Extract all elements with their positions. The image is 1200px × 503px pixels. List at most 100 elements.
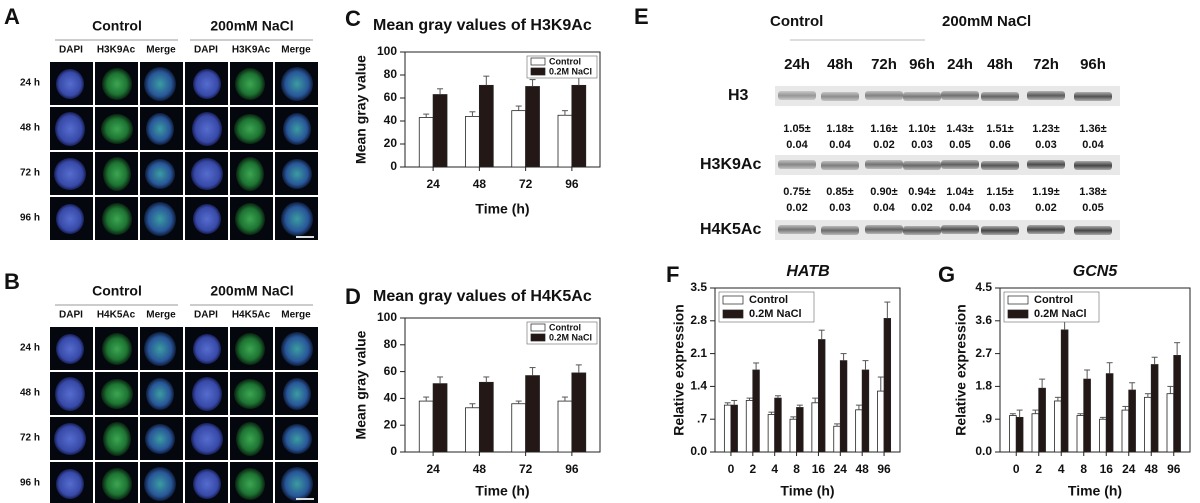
blot-band (865, 91, 903, 100)
lane-label: 24h (784, 56, 810, 73)
ratio-value: 1.05± (783, 123, 810, 135)
bar (478, 84, 494, 168)
bar (796, 407, 804, 453)
nucleus (144, 67, 176, 101)
bar (432, 383, 448, 453)
nucleus (235, 468, 265, 500)
bar (557, 114, 573, 168)
protein-label: H3 (728, 87, 749, 104)
y-tick-label: 100 (377, 44, 397, 58)
row-label: 48 h (20, 123, 40, 134)
nucleus (234, 379, 266, 409)
bar (511, 403, 527, 453)
nucleus (282, 159, 312, 189)
legend-label: Control (749, 294, 788, 306)
nucleus (56, 69, 84, 99)
ratio-error: 0.04 (873, 202, 895, 214)
blot-band (903, 161, 941, 170)
bar (811, 402, 819, 453)
nucleus (102, 333, 132, 365)
legend-swatch (722, 295, 744, 305)
legend-swatch (530, 323, 546, 332)
y-tick-label: 0.0 (975, 444, 992, 458)
ratio-value: 1.51± (986, 123, 1013, 135)
nucleus (236, 157, 264, 191)
bar (1166, 393, 1175, 453)
group-header: Control (92, 18, 142, 34)
x-tick-label: 4 (771, 462, 778, 476)
column-header: DAPI (59, 45, 83, 56)
legend-swatch (722, 309, 744, 319)
blot-band (1027, 225, 1065, 234)
y-tick-label: 1.8 (975, 379, 992, 393)
x-tick-label: 16 (1100, 462, 1114, 476)
blot-band (903, 226, 941, 235)
y-tick-label: 80 (384, 337, 398, 351)
column-header: Merge (281, 45, 311, 56)
lane-label: 72h (1033, 56, 1059, 73)
ratio-value: 0.85± (826, 186, 853, 198)
x-tick-label: 24 (1122, 462, 1136, 476)
ratio-error: 0.04 (786, 139, 808, 151)
column-header: DAPI (194, 45, 218, 56)
y-axis-label: Mean gray value (353, 330, 369, 439)
ratio-error: 0.05 (1082, 202, 1103, 214)
ratio-error: 0.02 (873, 139, 894, 151)
bar (877, 390, 885, 453)
x-tick-label: 48 (473, 177, 487, 191)
y-tick-label: 4.5 (975, 280, 992, 294)
ratio-error: 0.05 (949, 139, 970, 151)
legend-label: Control (1034, 294, 1073, 306)
column-header: H4K5Ac (232, 310, 271, 321)
legend-label: 0.2M NaCl (1034, 308, 1087, 320)
x-tick-label: 96 (1167, 462, 1181, 476)
nucleus (102, 468, 132, 500)
row-label: 24 h (20, 78, 40, 89)
y-tick-label: 2.8 (690, 313, 707, 327)
nucleus (193, 69, 221, 99)
blot-band (1027, 160, 1065, 169)
ratio-error: 0.02 (1035, 202, 1056, 214)
bar (767, 414, 776, 453)
nucleus (281, 332, 313, 366)
row-label: 96 h (20, 213, 40, 224)
nucleus (193, 469, 221, 499)
nucleus (145, 424, 175, 454)
bar (1144, 396, 1152, 453)
blot-band (1074, 92, 1112, 101)
bar (723, 404, 732, 453)
lane-label: 96h (1080, 56, 1106, 73)
ratio-value: 1.38± (1079, 186, 1106, 198)
blot-band (1074, 226, 1112, 235)
ratio-error: 0.04 (829, 139, 851, 151)
y-tick-label: 2.1 (690, 346, 707, 360)
nucleus (145, 159, 175, 189)
ratio-error: 0.04 (1082, 139, 1104, 151)
x-tick-label: 24 (426, 462, 440, 476)
column-header: Merge (281, 310, 311, 321)
ratio-error: 0.03 (989, 202, 1010, 214)
bar (861, 369, 870, 453)
panel-label: D (345, 284, 361, 309)
group-header: Control (92, 283, 142, 299)
row-label: 72 h (20, 168, 40, 179)
bar (883, 318, 892, 453)
x-tick-label: 4 (1058, 462, 1065, 476)
bar (1054, 400, 1062, 453)
ratio-error: 0.03 (1035, 139, 1056, 151)
ratio-value: 1.36± (1079, 123, 1106, 135)
x-tick-label: 0 (1013, 462, 1020, 476)
plot-frame (714, 287, 901, 453)
nucleus (146, 113, 174, 145)
bar (774, 397, 782, 453)
plot-frame (404, 317, 601, 453)
row-label: 72 h (20, 433, 40, 444)
group-header: 200mM NaCl (942, 13, 1031, 30)
y-tick-label: 20 (384, 417, 398, 431)
bar (855, 409, 863, 453)
bar (1121, 409, 1130, 453)
legend-swatch (1007, 295, 1029, 305)
panel-label: C (345, 6, 361, 31)
nucleus (101, 114, 133, 144)
nucleus (56, 334, 84, 364)
